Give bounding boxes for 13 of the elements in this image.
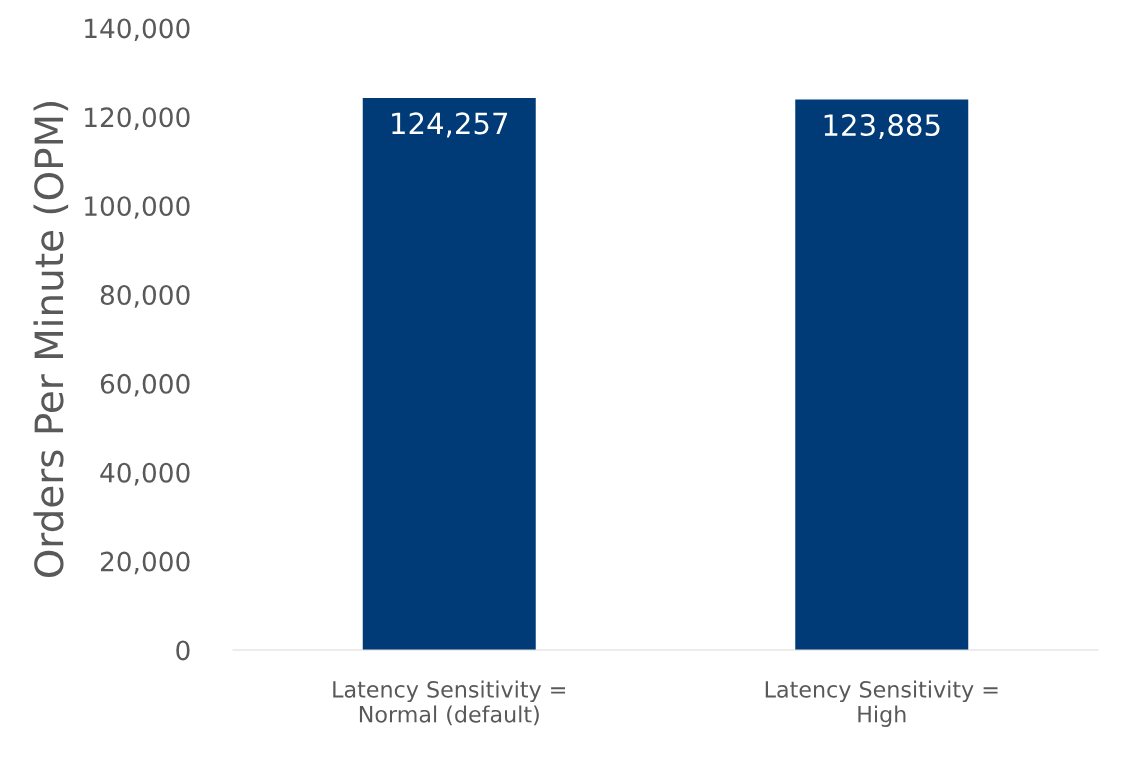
y-tick-label: 80,000 — [100, 285, 190, 308]
y-tick-label: 100,000 — [85, 196, 190, 219]
x-tick-label: Latency Sensitivity = High — [765, 680, 998, 727]
x-tick-label: Latency Sensitivity = Normal (default) — [333, 680, 566, 726]
y-tick-label: 60,000 — [100, 373, 190, 397]
data-label: 123,885 — [824, 114, 940, 140]
y-axis-title: Orders Per Minute (OPM) — [33, 102, 69, 578]
data-label: 124,257 — [392, 112, 508, 138]
y-tick-label: 20,000 — [100, 551, 190, 575]
y-tick-label: 0 — [176, 640, 190, 661]
y-tick-label: 120,000 — [85, 107, 190, 130]
y-tick-label: 40,000 — [100, 462, 190, 486]
y-tick-label: 140,000 — [85, 18, 190, 42]
